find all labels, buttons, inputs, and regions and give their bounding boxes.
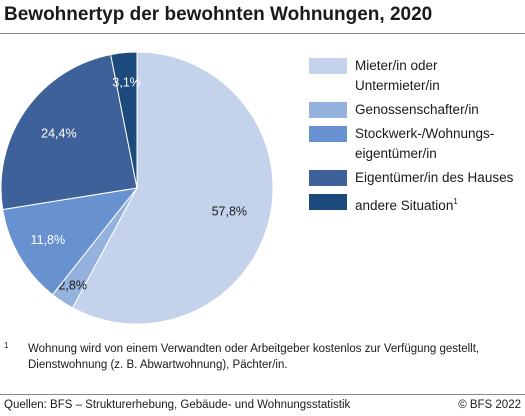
footnote-text: Wohnung wird von einem Verwandten oder A… (28, 341, 519, 373)
legend-label: Mieter/in oder Untermieter/in (355, 56, 440, 96)
legend-label: Genossenschafter/in (355, 100, 479, 120)
legend-item: Mieter/in oder Untermieter/in (309, 56, 523, 96)
footnote-mark: 1 (4, 341, 8, 351)
legend-item: andere Situation1 (309, 192, 523, 216)
footer-divider (0, 394, 525, 395)
title-divider (0, 33, 525, 34)
slice-value-label: 24,4% (41, 127, 76, 141)
legend-swatch (309, 102, 347, 118)
legend-item: Genossenschafter/in (309, 100, 523, 120)
chart-legend: Mieter/in oder Untermieter/in Genossenscha… (309, 56, 523, 220)
slice-value-label: 3,1% (112, 75, 141, 89)
legend-label: andere Situation1 (355, 192, 458, 216)
legend-item: Eigentümer/in des Hauses (309, 168, 523, 188)
legend-swatch (309, 58, 347, 74)
legend-swatch (309, 170, 347, 186)
legend-label: Stockwerk-/Wohnungs-eigentümer/in (355, 124, 494, 164)
source-note: Quellen: BFS – Strukturerhebung, Gebäude… (4, 399, 350, 411)
chart-title: Bewohnertyp der bewohnten Wohnungen, 202… (4, 4, 432, 26)
legend-item: Stockwerk-/Wohnungs-eigentümer/in (309, 124, 523, 164)
copyright-note: © BFS 2022 (458, 399, 521, 411)
slice-value-label: 11,8% (31, 233, 66, 247)
legend-label: Eigentümer/in des Hauses (355, 168, 513, 188)
footnote: 1 Wohnung wird von einem Verwandten oder… (4, 341, 519, 373)
pie-chart: 57,8%2,8%11,8%24,4%3,1% (0, 40, 300, 336)
legend-swatch (309, 194, 347, 210)
legend-swatch (309, 126, 347, 142)
slice-value-label: 57,8% (212, 204, 247, 218)
legend-footnote-mark: 1 (453, 197, 457, 206)
